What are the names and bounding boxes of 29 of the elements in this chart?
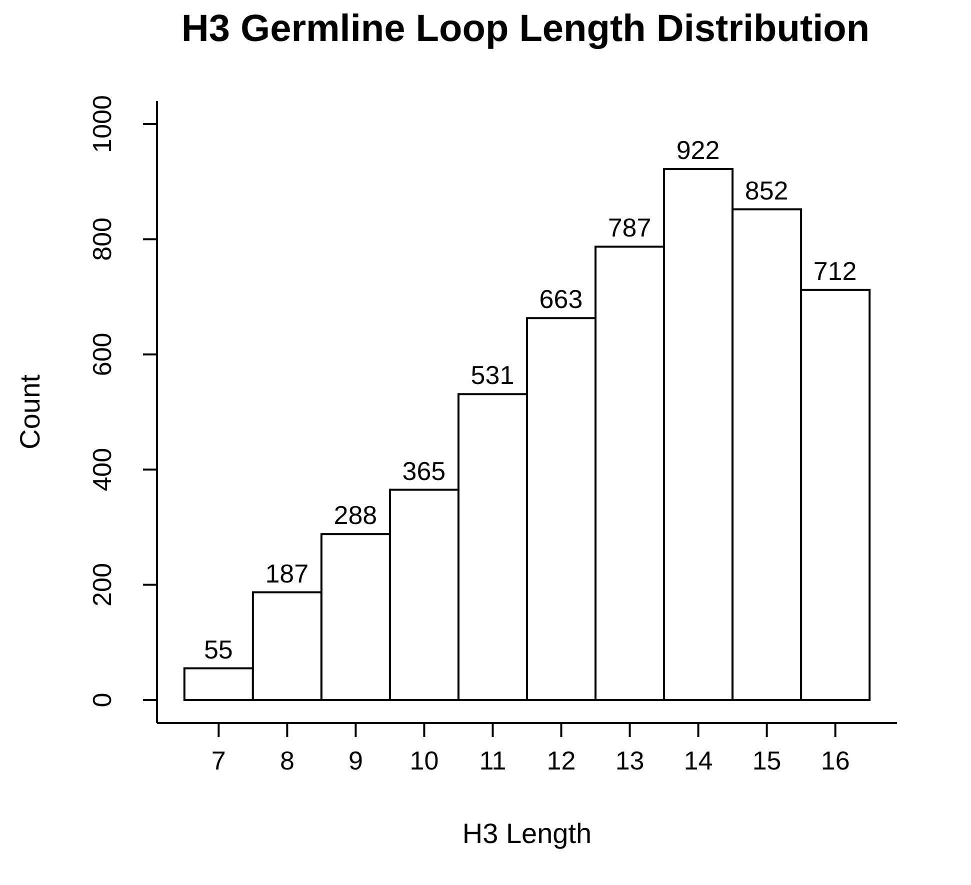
data-label: 288 [334, 500, 378, 530]
x-tick-label: 16 [820, 745, 850, 776]
y-tick-label: 600 [87, 332, 117, 376]
x-tick-label: 10 [410, 745, 439, 776]
x-tick-label: 9 [348, 745, 363, 776]
data-label: 787 [608, 212, 652, 243]
data-label: 663 [539, 284, 583, 314]
x-tick-label: 15 [752, 745, 782, 776]
x-axis-title: H3 Length [462, 818, 592, 849]
x-tick-label: 13 [615, 745, 644, 776]
y-tick-label: 800 [87, 218, 117, 261]
x-tick-label: 14 [684, 745, 713, 776]
y-tick-label: 400 [87, 448, 117, 492]
x-tick-label: 7 [211, 745, 226, 776]
data-label: 55 [204, 634, 233, 664]
y-tick-label: 200 [87, 563, 117, 606]
y-tick-label: 0 [87, 692, 117, 708]
data-label: 365 [402, 456, 446, 486]
chart-title: H3 Germline Loop Length Distribution [180, 8, 871, 51]
data-label: 922 [676, 134, 720, 165]
y-axis-title: Count [14, 374, 46, 450]
y-tick-label: 1000 [87, 95, 117, 153]
data-label: 531 [470, 360, 514, 390]
x-tick-label: 8 [280, 745, 294, 776]
data-label: 852 [744, 175, 788, 206]
data-label: 712 [813, 256, 857, 286]
x-tick-label: 12 [546, 745, 576, 776]
x-tick-label: 11 [479, 745, 506, 776]
data-label: 187 [265, 558, 309, 588]
